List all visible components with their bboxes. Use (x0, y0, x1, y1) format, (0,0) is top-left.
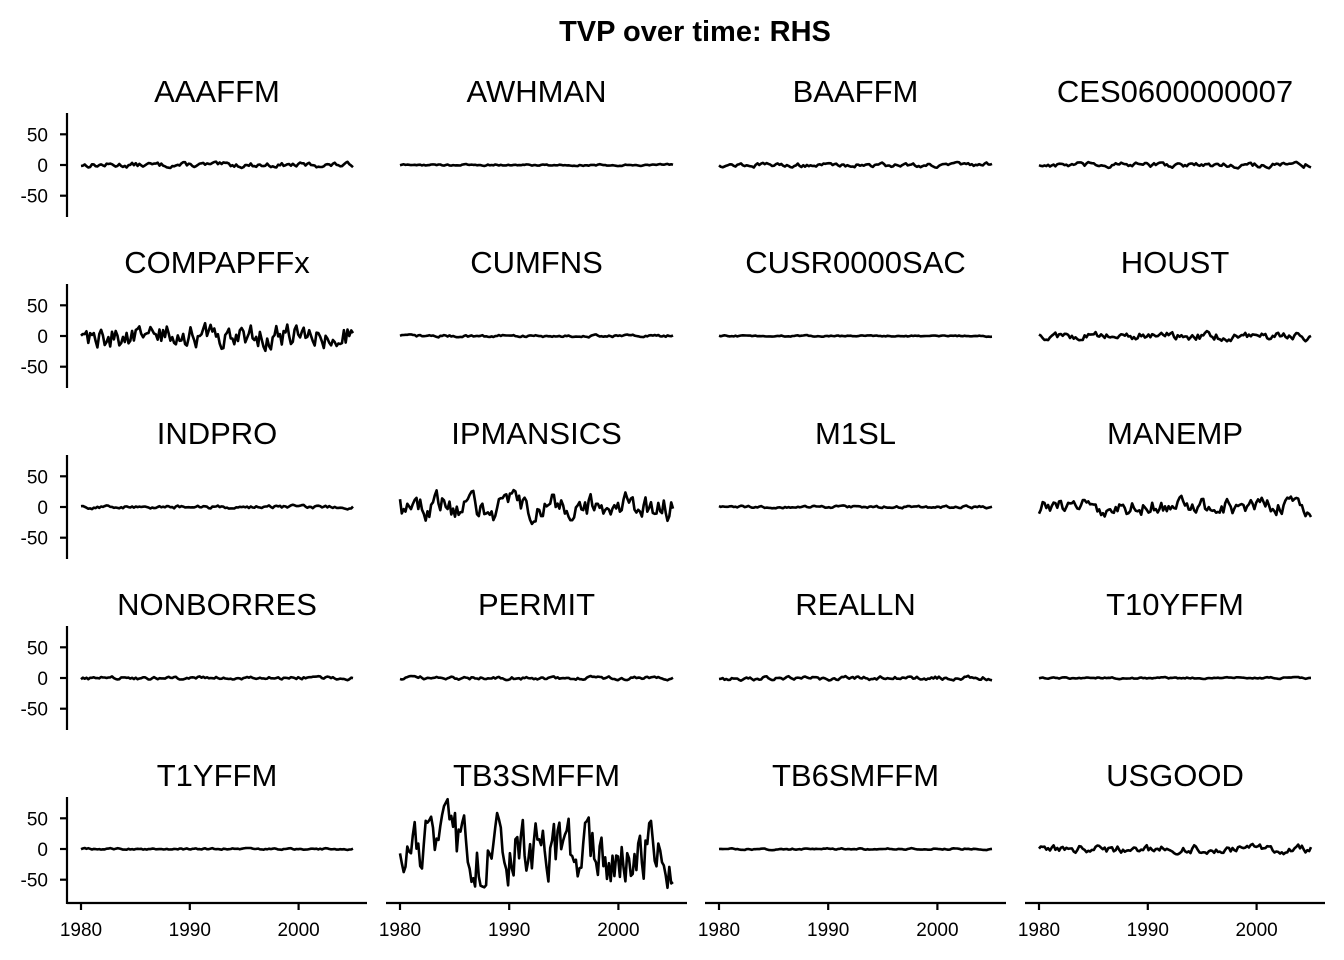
y-tick-label: 50 (27, 809, 48, 830)
y-tick-label: 50 (27, 467, 48, 488)
series-line (80, 503, 354, 511)
facet-title: TB6SMFFM (772, 758, 939, 793)
y-tick-label: 50 (27, 296, 48, 317)
facet-title: CUSR0000SAC (745, 245, 966, 280)
series-line (80, 846, 354, 852)
facet-title: INDPRO (157, 416, 278, 451)
facet-title: TB3SMFFM (453, 758, 620, 793)
y-tick-label: 0 (37, 498, 48, 519)
series-line (1037, 494, 1313, 518)
series-line (80, 160, 354, 170)
y-tick-label: 50 (27, 638, 48, 659)
facet-title: AWHMAN (466, 74, 606, 109)
facet-title: MANEMP (1107, 416, 1243, 451)
facet-title: T1YFFM (157, 758, 278, 793)
x-tick-label: 2000 (1235, 920, 1277, 941)
facet-title: COMPAPFFx (124, 245, 310, 280)
facet-title: T10YFFM (1106, 587, 1244, 622)
y-tick-label: -50 (21, 358, 48, 379)
series-line (398, 488, 675, 526)
series-line (399, 333, 674, 339)
y-tick-label: -50 (21, 187, 48, 208)
facet-title: PERMIT (478, 587, 595, 622)
y-tick-label: -50 (21, 871, 48, 892)
y-tick-label: 0 (37, 669, 48, 690)
series-line (718, 674, 993, 682)
series-line (1038, 160, 1312, 170)
series-line (398, 797, 674, 890)
x-tick-label: 1990 (488, 920, 530, 941)
series-line (1038, 329, 1312, 343)
series-line (718, 846, 993, 852)
facet-title: CUMFNS (470, 245, 603, 280)
facet-title: REALLN (795, 587, 916, 622)
series-line (718, 333, 993, 339)
x-tick-label: 2000 (277, 920, 319, 941)
series-line (80, 674, 354, 682)
series-line (399, 674, 674, 682)
facet-title: M1SL (815, 416, 896, 451)
x-tick-label: 1980 (698, 920, 740, 941)
x-tick-label: 1980 (60, 920, 102, 941)
series-line (1038, 842, 1313, 856)
facet-title: BAAFFM (793, 74, 919, 109)
y-tick-label: 0 (37, 840, 48, 861)
y-tick-label: 50 (27, 125, 48, 146)
x-tick-label: 1990 (169, 920, 211, 941)
series-line (399, 162, 674, 168)
x-tick-label: 1980 (379, 920, 421, 941)
series-line (718, 160, 993, 169)
series-line (718, 504, 993, 510)
facet-title: IPMANSICS (451, 416, 622, 451)
facet-title: CES0600000007 (1057, 74, 1293, 109)
x-tick-label: 1990 (1127, 920, 1169, 941)
facet-panels: AAAFFM 50 0 -50 AWHMAN BAAFFM CES0600000007 COM… (21, 74, 1325, 941)
y-tick-label: -50 (21, 700, 48, 721)
y-tick-label: -50 (21, 529, 48, 550)
series-line (1038, 675, 1311, 681)
series-line (80, 321, 355, 353)
y-tick-label: 0 (37, 327, 48, 348)
x-tick-label: 1990 (807, 920, 849, 941)
facet-title: AAAFFM (154, 74, 280, 109)
x-tick-label: 2000 (916, 920, 958, 941)
x-tick-label: 2000 (597, 920, 639, 941)
facet-title: NONBORRES (117, 587, 317, 622)
facet-title: HOUST (1121, 245, 1230, 280)
x-tick-label: 1980 (1018, 920, 1060, 941)
chart-title: TVP over time: RHS (559, 16, 831, 48)
y-tick-label: 0 (37, 156, 48, 177)
facet-title: USGOOD (1106, 758, 1244, 793)
